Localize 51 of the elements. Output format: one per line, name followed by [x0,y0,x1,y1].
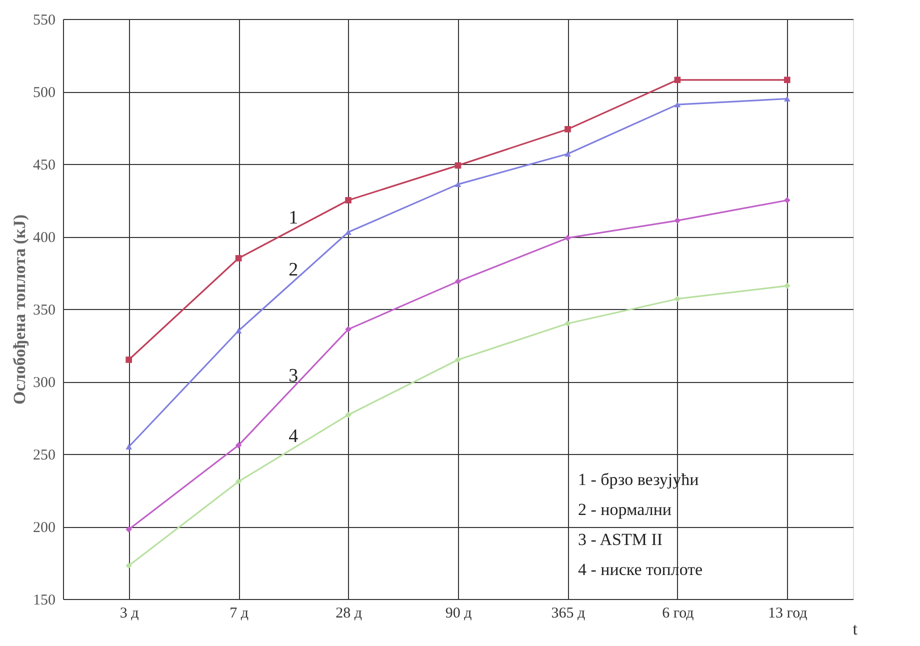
point [126,526,132,533]
point [784,96,790,102]
annotation: 1 [288,207,298,228]
point [784,76,790,84]
point [345,197,352,204]
y-tick-label: 500 [33,85,56,101]
x-tick-label: 365 д [551,606,586,622]
point [454,162,462,169]
point [345,326,352,332]
point [674,76,681,84]
point [674,217,681,224]
point [564,234,571,242]
point [126,444,132,450]
x-tick-label: 3 д [120,606,140,622]
y-tick-label: 200 [33,520,56,536]
point [235,442,242,448]
y-axis-title: Ослобођена топлота (кЈ) [10,214,29,404]
point [126,562,132,569]
annotation: 4 [288,426,299,448]
point [235,255,242,262]
point [454,356,462,363]
point [564,126,571,132]
annotation: 3 [288,365,298,386]
y-tick-label: 300 [33,375,56,391]
x-tick-label: 7 д [230,606,249,622]
point [674,102,681,108]
point [784,197,790,204]
point [564,151,571,157]
point [345,412,352,418]
point [454,182,462,188]
point [674,296,681,302]
y-tick-label: 450 [33,158,56,174]
y-tick-label: 550 [33,12,56,28]
y-tick-label: 350 [33,302,56,318]
annotation: 3 - ASTM II [578,530,663,549]
point [235,328,242,334]
x-tick-label: 13 год [768,606,808,622]
point [784,282,790,289]
annotation: 2 [288,259,298,280]
y-tick-label: 250 [33,448,56,464]
point [235,478,242,485]
y-tick-label: 400 [33,230,56,246]
x-axis-title: t [852,620,858,638]
annotation: 2 - нормални [578,500,672,519]
point [126,356,132,363]
x-tick-label: 6 год [662,606,694,622]
point [454,278,462,285]
x-tick-label: 28 д [336,606,362,622]
point [564,320,571,327]
x-tick-label: 90 д [445,606,472,622]
y-tick-label: 150 [33,592,56,608]
